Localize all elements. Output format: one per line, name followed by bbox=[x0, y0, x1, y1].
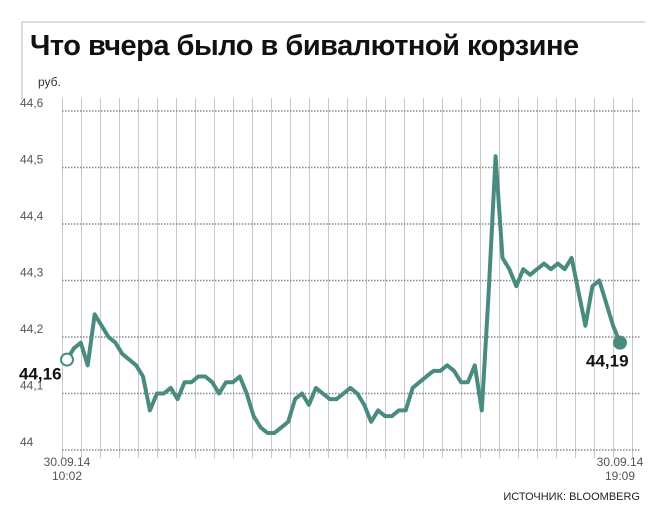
y-tick-label: 44,4 bbox=[20, 209, 44, 223]
y-tick-label: 44,3 bbox=[20, 266, 44, 280]
x-tick-label: 30.09.14 19:09 bbox=[597, 455, 644, 483]
y-tick-label: 44,2 bbox=[20, 322, 44, 336]
x-tick-label: 30.09.14 10:02 bbox=[44, 455, 91, 483]
end-marker bbox=[60, 352, 74, 367]
chart-title: Что вчера было в бивалютной корзине bbox=[30, 30, 579, 62]
vertical-grid bbox=[62, 98, 642, 458]
price-line bbox=[65, 154, 622, 435]
y-tick-label: 44,5 bbox=[20, 153, 44, 167]
end-marker bbox=[613, 335, 627, 350]
value-label: 44,19 bbox=[586, 352, 629, 371]
source: ИСТОЧНИК: BLOOMBERG bbox=[503, 491, 640, 503]
y-tick-label: 44,6 bbox=[20, 96, 44, 110]
value-label: 44,16 bbox=[19, 365, 62, 384]
y-tick-label: 44,1 bbox=[20, 379, 44, 393]
y-unit: руб. bbox=[38, 75, 61, 89]
y-tick-label: 44 bbox=[20, 435, 34, 449]
